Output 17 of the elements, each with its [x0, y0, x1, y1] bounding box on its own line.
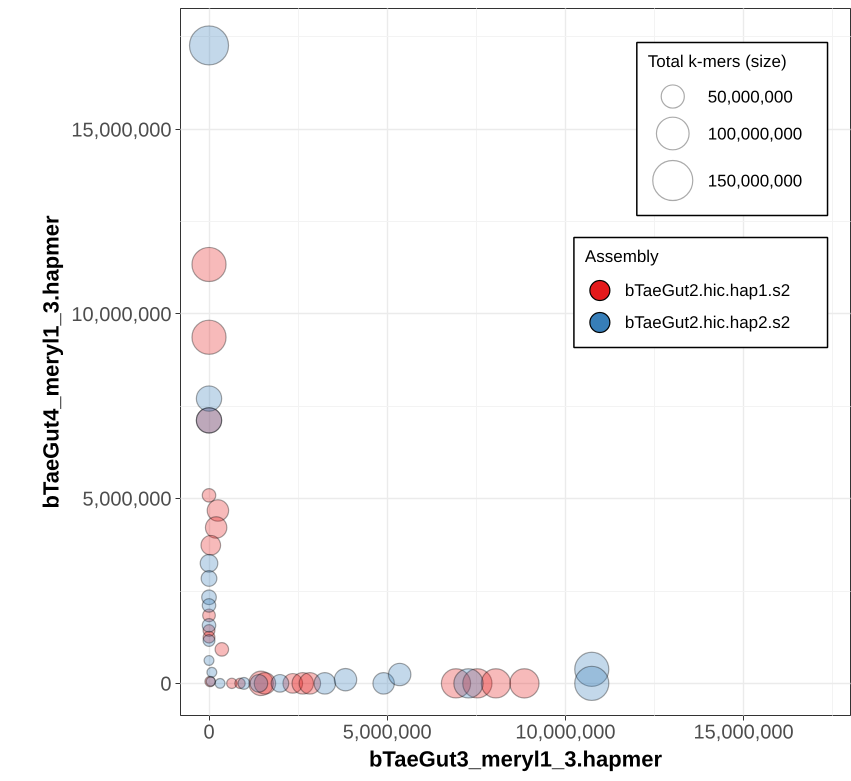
legend-label: 100,000,000: [708, 124, 802, 144]
legend-label: 50,000,000: [708, 88, 793, 106]
x-tick-label: 15,000,000: [694, 722, 794, 744]
x-tick-label: 10,000,000: [515, 722, 616, 744]
annotation: Total k-mers (size): [648, 52, 787, 71]
y-axis-title: bTaeGut4_meryl1_3.hapmer: [38, 215, 64, 509]
legend-title: Assembly: [584, 247, 660, 266]
legend-label: bTaeGut2.hic.hap1.s2: [624, 281, 790, 300]
legend-label: 150,000,000: [708, 172, 802, 190]
y-tick-label: 0: [160, 673, 172, 696]
y-tick-label: 10,000,000: [71, 304, 172, 326]
x-tick-label: 5,000,000: [342, 722, 432, 744]
x-axis-title: bTaeGut3_meryl1_3.hapmer: [368, 746, 662, 772]
y-tick-label: 15,000,000: [71, 119, 172, 142]
y-tick-label: 5,000,000: [82, 488, 172, 511]
x-tick-label: 0: [203, 722, 215, 744]
legend-label: bTaeGut2.hic.hap2.s2: [624, 313, 790, 332]
